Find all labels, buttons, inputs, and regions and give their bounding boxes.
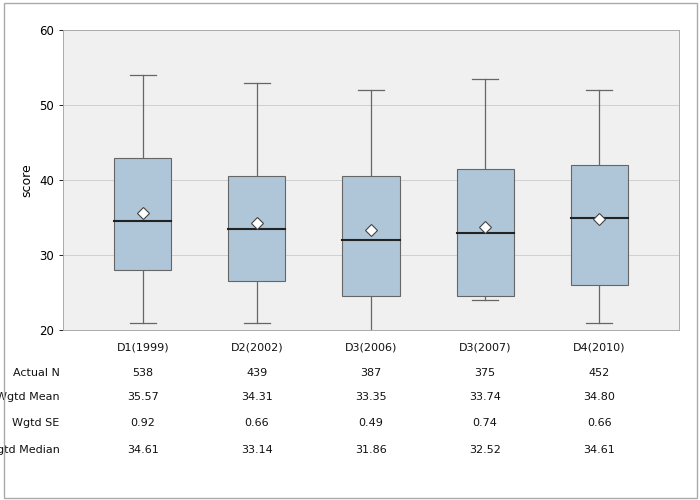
Text: 35.57: 35.57 [127, 392, 159, 402]
Text: Wgtd Median: Wgtd Median [0, 445, 60, 455]
Text: 33.35: 33.35 [355, 392, 387, 402]
Text: 387: 387 [360, 368, 382, 378]
Bar [456, 169, 514, 296]
Text: 33.14: 33.14 [241, 445, 273, 455]
Text: Actual N: Actual N [13, 368, 60, 378]
Text: 34.31: 34.31 [241, 392, 273, 402]
Text: 0.66: 0.66 [587, 418, 612, 428]
Y-axis label: score: score [20, 163, 34, 197]
Text: D3(2006): D3(2006) [345, 342, 397, 352]
Text: 0.66: 0.66 [244, 418, 270, 428]
Text: 439: 439 [246, 368, 267, 378]
Text: 33.74: 33.74 [469, 392, 501, 402]
Text: 31.86: 31.86 [355, 445, 387, 455]
Text: 34.80: 34.80 [583, 392, 615, 402]
Text: 34.61: 34.61 [127, 445, 159, 455]
Text: Wgtd Mean: Wgtd Mean [0, 392, 60, 402]
Bar [228, 176, 286, 281]
Text: Wgtd SE: Wgtd SE [12, 418, 60, 428]
Text: 32.52: 32.52 [469, 445, 501, 455]
Text: 0.49: 0.49 [358, 418, 384, 428]
Text: 0.74: 0.74 [473, 418, 498, 428]
Bar [342, 176, 400, 296]
Text: D2(2002): D2(2002) [230, 342, 284, 352]
Text: D3(2007): D3(2007) [458, 342, 511, 352]
Bar [114, 158, 172, 270]
Bar [570, 165, 628, 285]
Text: 452: 452 [589, 368, 610, 378]
Text: D1(1999): D1(1999) [116, 342, 169, 352]
Text: 0.92: 0.92 [130, 418, 155, 428]
Text: 375: 375 [475, 368, 496, 378]
Text: 538: 538 [132, 368, 153, 378]
Text: D4(2010): D4(2010) [573, 342, 625, 352]
Text: 34.61: 34.61 [583, 445, 615, 455]
